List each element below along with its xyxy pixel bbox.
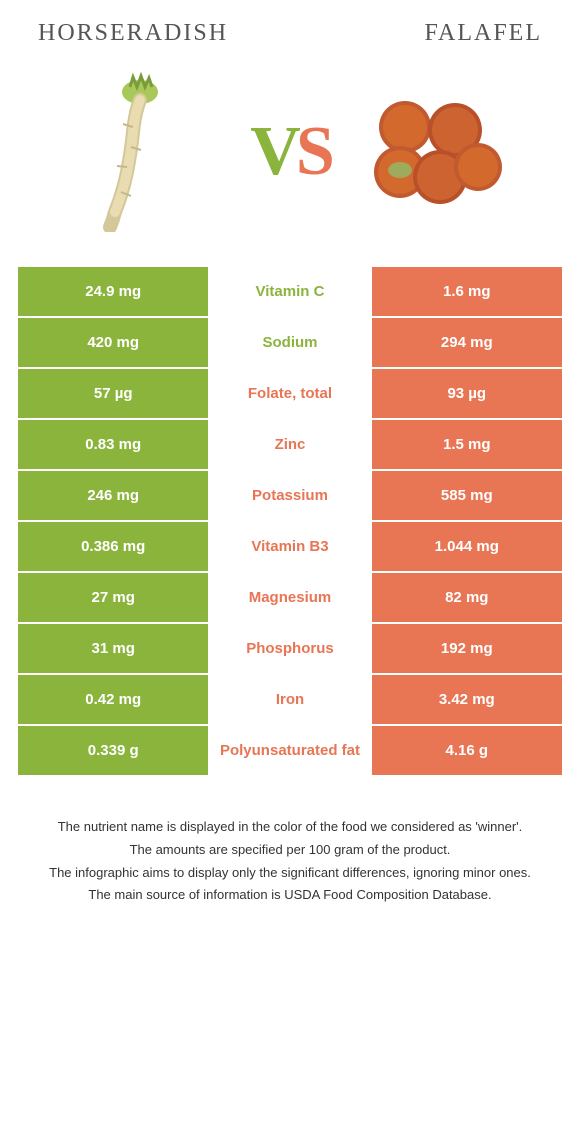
value-right: 4.16 g bbox=[372, 726, 562, 775]
nutrient-label: Magnesium bbox=[208, 573, 371, 622]
food-right-title: Falafel bbox=[424, 20, 542, 47]
value-left: 24.9 mg bbox=[18, 267, 208, 316]
value-right: 3.42 mg bbox=[372, 675, 562, 724]
value-left: 420 mg bbox=[18, 318, 208, 367]
table-row: 31 mgPhosphorus192 mg bbox=[18, 624, 562, 675]
value-left: 0.42 mg bbox=[18, 675, 208, 724]
table-row: 0.42 mgIron3.42 mg bbox=[18, 675, 562, 726]
value-left: 0.83 mg bbox=[18, 420, 208, 469]
vs-s: S bbox=[296, 113, 330, 190]
nutrition-table: 24.9 mgVitamin C1.6 mg420 mgSodium294 mg… bbox=[18, 267, 562, 777]
nutrient-label: Folate, total bbox=[208, 369, 371, 418]
value-right: 585 mg bbox=[372, 471, 562, 520]
value-left: 0.386 mg bbox=[18, 522, 208, 571]
table-row: 57 µgFolate, total93 µg bbox=[18, 369, 562, 420]
nutrient-label: Zinc bbox=[208, 420, 371, 469]
footer-notes: The nutrient name is displayed in the co… bbox=[18, 817, 562, 906]
value-left: 57 µg bbox=[18, 369, 208, 418]
footer-line-2: The amounts are specified per 100 gram o… bbox=[28, 840, 552, 861]
table-row: 0.339 gPolyunsaturated fat4.16 g bbox=[18, 726, 562, 777]
vs-row: VS bbox=[18, 62, 562, 242]
value-left: 0.339 g bbox=[18, 726, 208, 775]
header-row: Horseradish Falafel bbox=[18, 20, 562, 47]
vs-label: VS bbox=[250, 112, 330, 192]
value-right: 192 mg bbox=[372, 624, 562, 673]
falafel-image bbox=[360, 72, 510, 232]
table-row: 0.386 mgVitamin B31.044 mg bbox=[18, 522, 562, 573]
table-row: 246 mgPotassium585 mg bbox=[18, 471, 562, 522]
horseradish-image bbox=[70, 72, 220, 232]
value-right: 1.044 mg bbox=[372, 522, 562, 571]
value-left: 31 mg bbox=[18, 624, 208, 673]
value-right: 1.6 mg bbox=[372, 267, 562, 316]
table-row: 420 mgSodium294 mg bbox=[18, 318, 562, 369]
footer-line-1: The nutrient name is displayed in the co… bbox=[28, 817, 552, 838]
value-left: 246 mg bbox=[18, 471, 208, 520]
value-right: 294 mg bbox=[372, 318, 562, 367]
nutrient-label: Phosphorus bbox=[208, 624, 371, 673]
table-row: 0.83 mgZinc1.5 mg bbox=[18, 420, 562, 471]
nutrient-label: Polyunsaturated fat bbox=[208, 726, 371, 775]
value-left: 27 mg bbox=[18, 573, 208, 622]
nutrient-label: Potassium bbox=[208, 471, 371, 520]
nutrient-label: Vitamin C bbox=[208, 267, 371, 316]
nutrient-label: Iron bbox=[208, 675, 371, 724]
footer-line-3: The infographic aims to display only the… bbox=[28, 863, 552, 884]
vs-v: V bbox=[250, 113, 296, 190]
value-right: 1.5 mg bbox=[372, 420, 562, 469]
footer-line-4: The main source of information is USDA F… bbox=[28, 885, 552, 906]
value-right: 82 mg bbox=[372, 573, 562, 622]
value-right: 93 µg bbox=[372, 369, 562, 418]
table-row: 24.9 mgVitamin C1.6 mg bbox=[18, 267, 562, 318]
nutrient-label: Sodium bbox=[208, 318, 371, 367]
nutrient-label: Vitamin B3 bbox=[208, 522, 371, 571]
table-row: 27 mgMagnesium82 mg bbox=[18, 573, 562, 624]
food-left-title: Horseradish bbox=[38, 20, 228, 47]
